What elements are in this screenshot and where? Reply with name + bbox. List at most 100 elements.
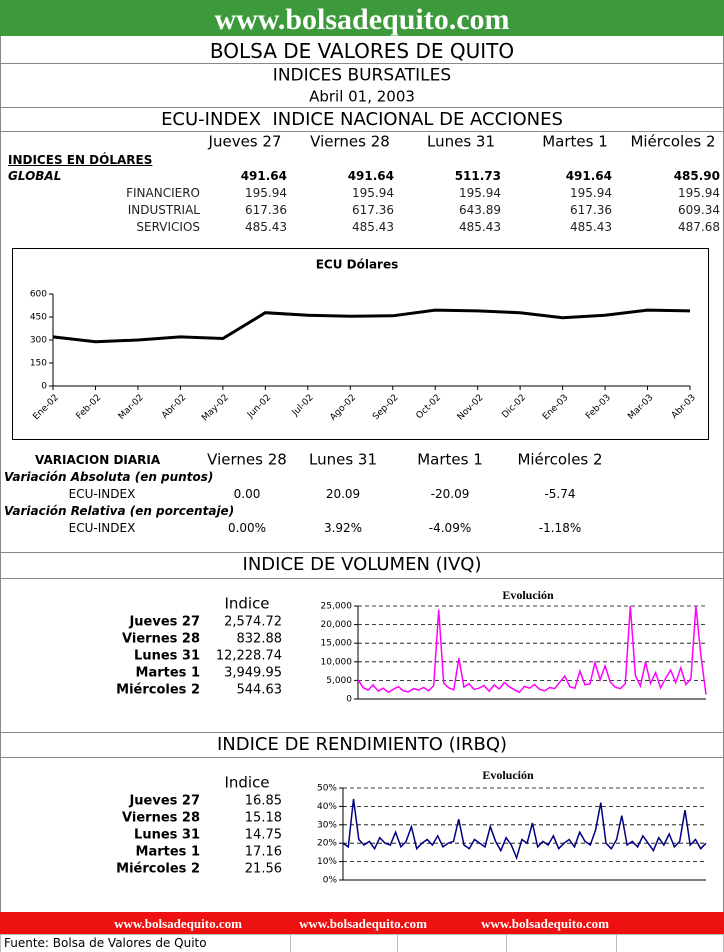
row-label: Lunes 31 — [134, 827, 200, 843]
x-tick-label: Ene-02 — [31, 393, 60, 422]
y-tick-label: 20,000 — [321, 620, 353, 630]
cell-value: 21.56 — [244, 861, 282, 877]
y-tick-label: 10% — [317, 857, 337, 867]
row-label: GLOBAL — [8, 169, 62, 183]
column-header: Lunes 31 — [308, 450, 378, 469]
cell-value: 491.64 — [240, 169, 287, 183]
cell-value: 2,574.72 — [224, 614, 282, 630]
cell-line — [506, 934, 507, 952]
y-tick-label: 0 — [346, 695, 352, 705]
group-label: Variación Relativa (en porcentaje) — [4, 504, 235, 518]
column-header: Martes 1 — [417, 450, 483, 469]
y-tick-label: 600 — [30, 290, 47, 300]
divider — [0, 552, 724, 553]
divider — [0, 131, 724, 132]
cell-value: 16.85 — [244, 793, 282, 809]
date: Abril 01, 2003 — [309, 87, 415, 106]
cell-value: -5.74 — [544, 487, 576, 501]
x-tick-label: Dic-02 — [500, 393, 528, 421]
row-label: Martes 1 — [135, 665, 200, 681]
footer-link: www.bolsadequito.com — [481, 916, 609, 931]
y-tick-label: 150 — [30, 359, 47, 369]
data-line — [357, 605, 707, 695]
cell-value: 0.00% — [227, 521, 267, 535]
row-label: FINANCIERO — [126, 186, 200, 200]
cell-value: 195.94 — [459, 186, 501, 200]
chart-title: Evolución — [502, 588, 554, 602]
cell-value: 3,949.95 — [224, 665, 282, 681]
data-line — [342, 798, 707, 861]
x-tick-label: Abr-03 — [670, 393, 698, 421]
cell-value: 0.00 — [233, 487, 261, 501]
cell-line — [616, 934, 617, 952]
section-label: VARIACION DIARIA — [35, 453, 161, 467]
cell-value: 12,228.74 — [215, 648, 282, 664]
y-tick-label: 0% — [323, 876, 338, 886]
cell-value: 617.36 — [570, 203, 612, 217]
cell-value: 17.16 — [244, 844, 282, 860]
cell-value: 195.94 — [245, 186, 287, 200]
column-header: Indice — [224, 594, 270, 613]
x-tick-label: Sep-02 — [371, 393, 400, 422]
cell-value: 485.43 — [352, 220, 394, 234]
y-tick-label: 40% — [317, 802, 337, 812]
section-title: INDICE DE VOLUMEN (IVQ) — [242, 554, 482, 575]
column-header: Viernes 28 — [207, 450, 287, 469]
row-label: Lunes 31 — [134, 648, 200, 664]
cell-value: 485.43 — [570, 220, 612, 234]
y-tick-label: 25,000 — [321, 602, 353, 612]
cell-value: 491.64 — [565, 169, 612, 183]
group-label: Variación Absoluta (en puntos) — [4, 470, 214, 484]
y-tick-label: 5,000 — [326, 676, 352, 686]
cell-value: 15.18 — [244, 810, 282, 826]
row-label: Viernes 28 — [122, 631, 200, 647]
cell-value: 487.68 — [678, 220, 720, 234]
chart-frame — [12, 248, 709, 440]
column-header: Lunes 31 — [426, 132, 496, 151]
header-bar — [0, 0, 724, 36]
row-label: INDUSTRIAL — [127, 203, 200, 217]
row-label: Jueves 27 — [129, 793, 200, 809]
cell-value: 485.43 — [459, 220, 501, 234]
y-tick-label: 20% — [317, 839, 337, 849]
footer-link: www.bolsadequito.com — [299, 916, 427, 931]
x-tick-label: Oct-02 — [415, 393, 443, 421]
cell-value: 609.34 — [678, 203, 720, 217]
cell-value: 491.64 — [347, 169, 394, 183]
y-tick-label: 15,000 — [321, 639, 353, 649]
x-tick-label: Feb-03 — [584, 393, 613, 422]
x-tick-label: Mar-03 — [626, 393, 655, 422]
y-tick-label: 300 — [30, 336, 47, 346]
cell-value: 832.88 — [236, 631, 283, 647]
row-label: Jueves 27 — [129, 614, 200, 630]
cell-value: 617.36 — [352, 203, 394, 217]
subtitle: INDICES BURSATILES — [272, 65, 452, 86]
cell-value: 485.90 — [673, 169, 720, 183]
cell-value: 195.94 — [678, 186, 720, 200]
cell-value: 14.75 — [244, 827, 282, 843]
row-label: ECU-INDEX — [68, 521, 136, 535]
y-tick-label: 0 — [41, 382, 47, 392]
footer-bar — [0, 912, 724, 934]
cell-value: 544.63 — [236, 682, 283, 698]
row-label: Miércoles 2 — [116, 682, 200, 698]
x-tick-label: Ene-03 — [541, 393, 570, 422]
cell-value: 20.09 — [325, 487, 361, 501]
row-label: ECU-INDEX — [68, 487, 136, 501]
x-tick-label: Jun-02 — [245, 393, 273, 421]
column-header: Jueves 27 — [208, 132, 282, 151]
x-tick-label: Nov-02 — [456, 393, 486, 423]
row-label: Martes 1 — [135, 844, 200, 860]
cell-value: -1.18% — [538, 521, 582, 535]
site-title: www.bolsadequito.com — [214, 3, 510, 36]
cell-value: -20.09 — [430, 487, 470, 501]
divider — [0, 732, 724, 733]
x-tick-label: Feb-02 — [75, 393, 104, 422]
chart-title: Evolución — [482, 768, 534, 782]
section-title: ECU-INDEX INDICE NACIONAL DE ACCIONES — [161, 109, 563, 130]
y-tick-label: 50% — [317, 784, 337, 794]
y-tick-label: 10,000 — [321, 657, 353, 667]
column-header: Martes 1 — [542, 132, 608, 151]
column-header: Viernes 28 — [310, 132, 390, 151]
